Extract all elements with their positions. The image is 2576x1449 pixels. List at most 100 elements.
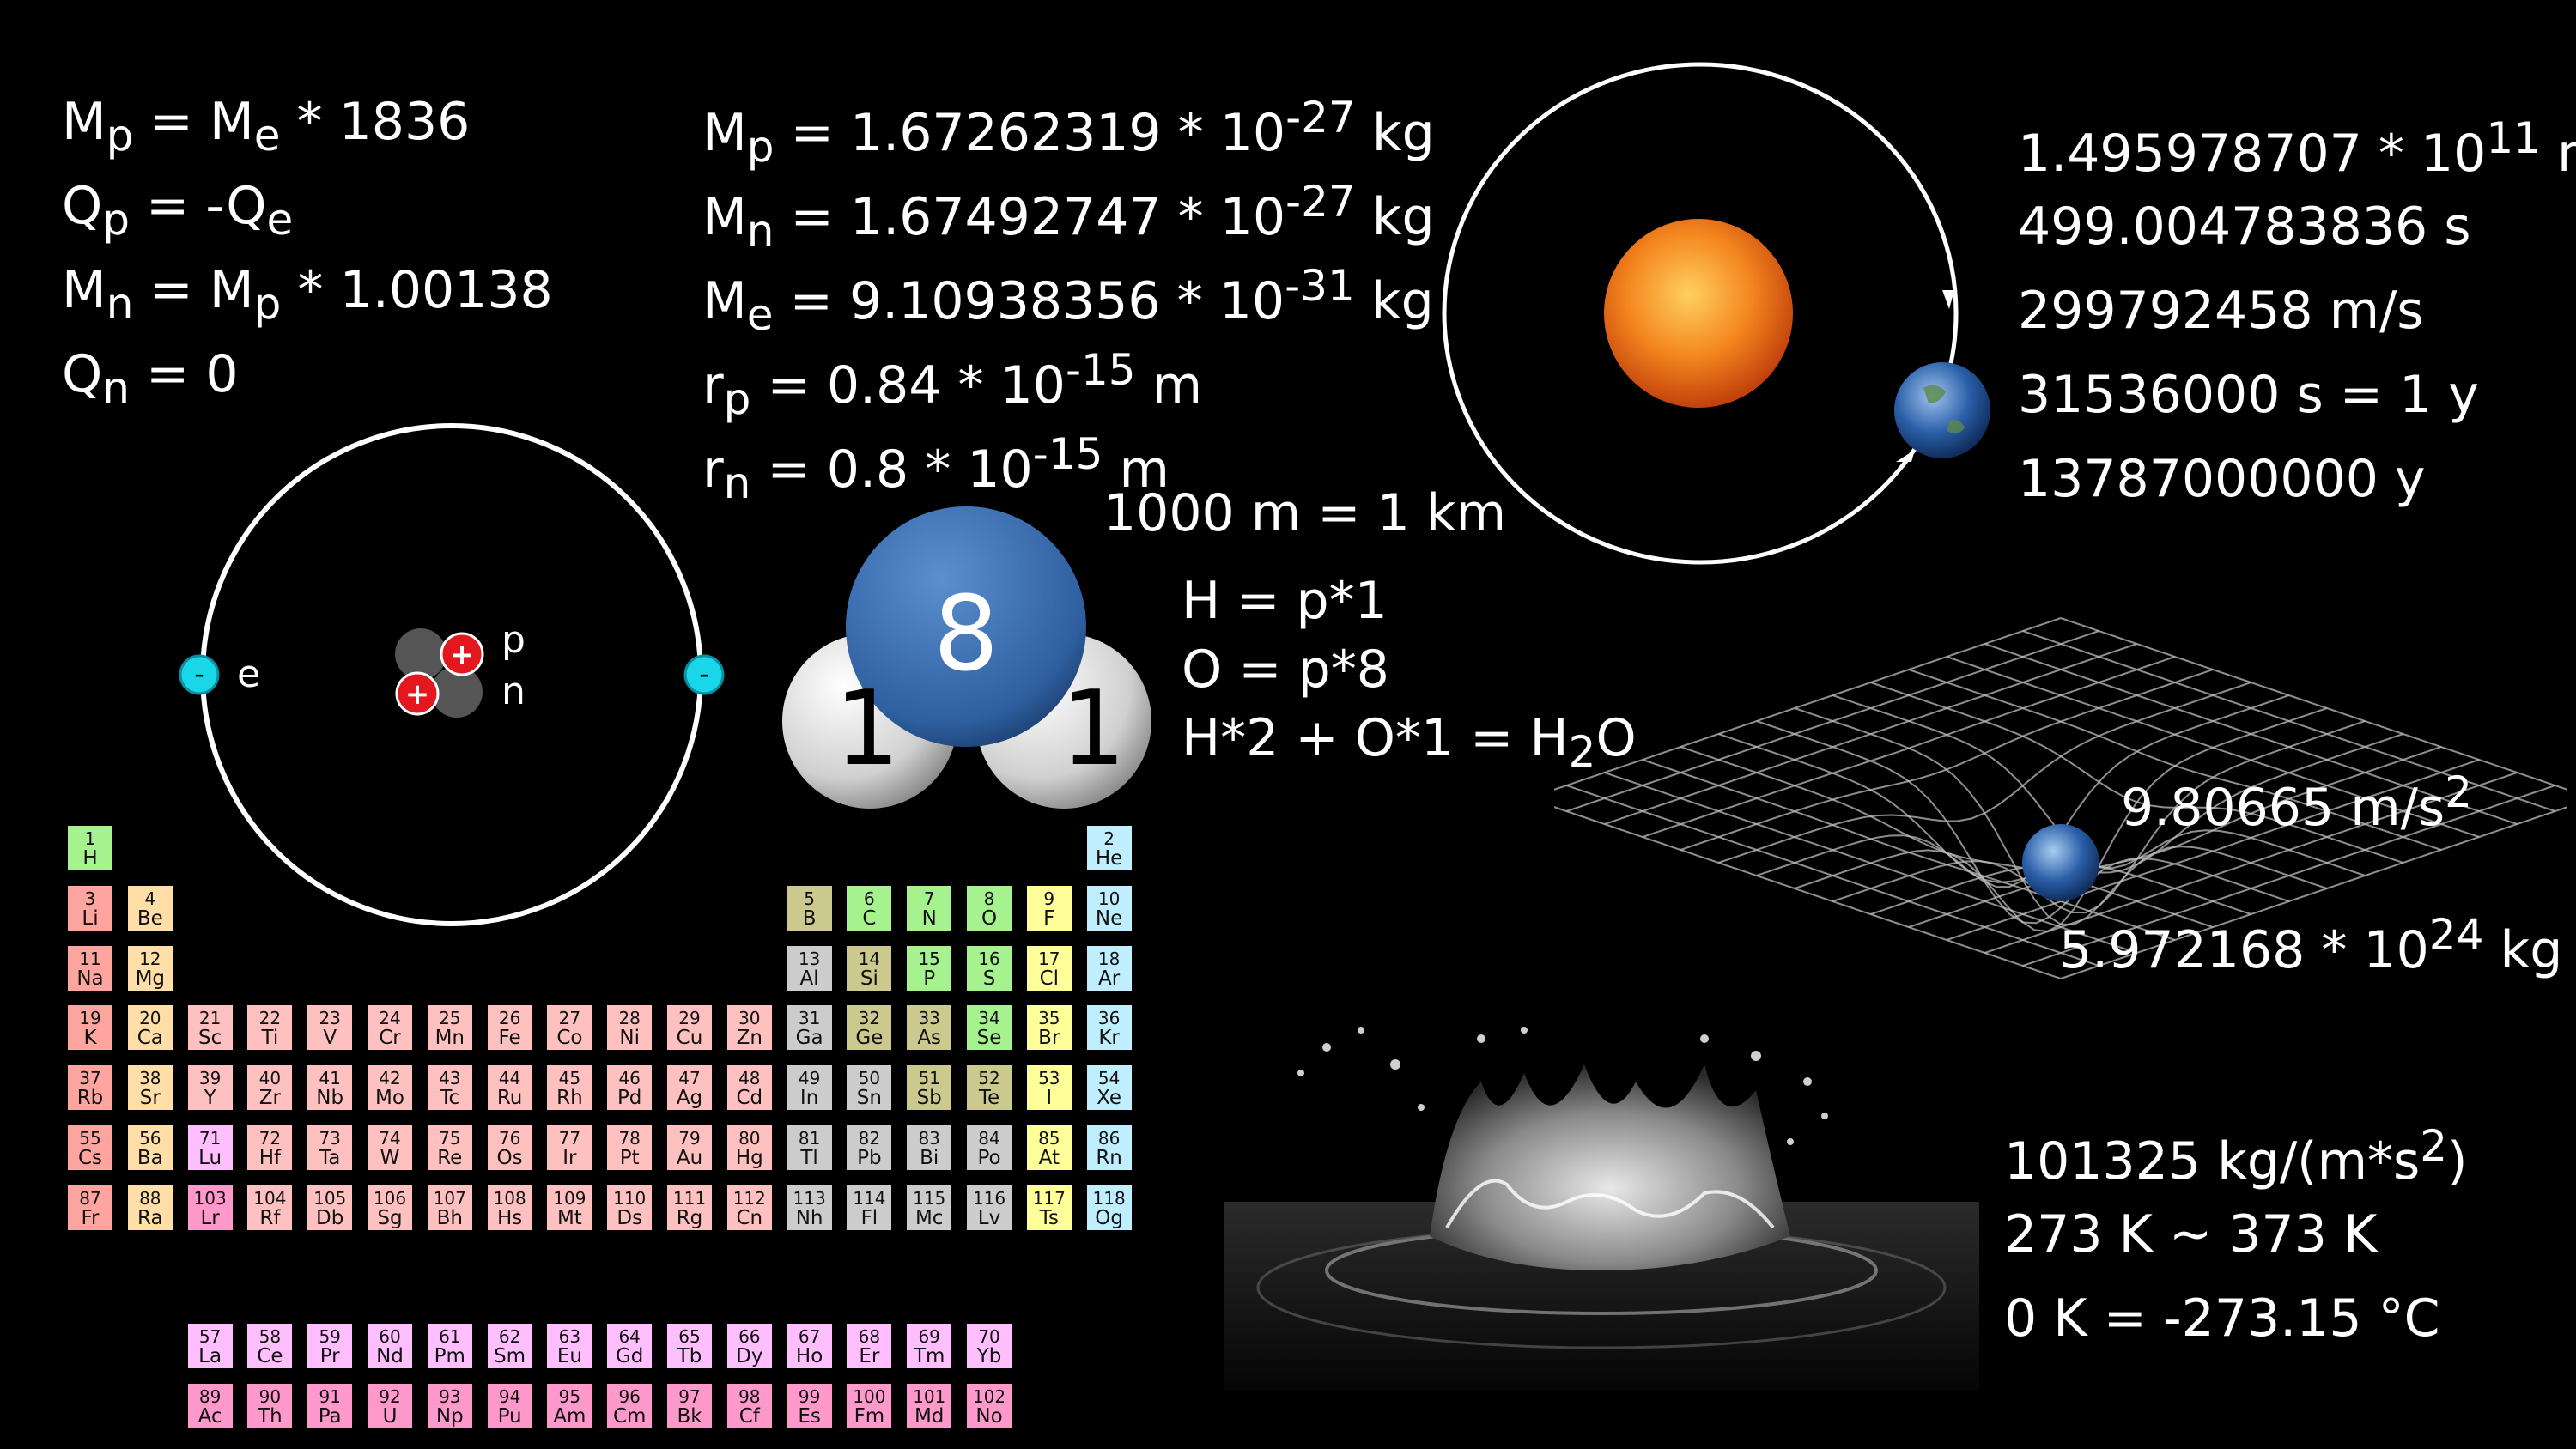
element-symbol: In [799, 1087, 819, 1110]
element-cell-pd: 46 Pd [605, 1064, 654, 1113]
atomic-number: 34 [978, 1008, 1000, 1029]
element-cell-gd: 64 Gd [605, 1322, 654, 1371]
earth-orbit [1442, 62, 1959, 565]
element-cell-te: 52 Te [965, 1064, 1013, 1113]
atomic-number: 78 [618, 1128, 641, 1149]
svg-text:+: + [405, 677, 430, 712]
element-cell-md: 101 Md [905, 1382, 954, 1431]
element-cell-ar: 18 Ar [1084, 943, 1133, 992]
atomic-number: 115 [913, 1187, 946, 1209]
element-cell-sm: 62 Sm [485, 1322, 534, 1371]
element-cell-br: 35 Br [1024, 1003, 1073, 1052]
hydrogen-label: 1 [835, 670, 900, 789]
element-cell-dy: 66 Dy [725, 1322, 774, 1371]
element-cell-ge: 32 Ge [845, 1003, 894, 1052]
atom-diagram: - - e + + p n [179, 423, 725, 926]
element-cell-pr: 59 Pr [306, 1322, 355, 1371]
element-cell-rf: 104 Rf [246, 1183, 295, 1232]
element-cell-hf: 72 Hf [246, 1124, 295, 1172]
element-symbol: Ts [1039, 1206, 1059, 1229]
element-cell-bh: 107 Bh [425, 1183, 474, 1232]
element-cell-p: 15 P [905, 943, 954, 992]
element-symbol: Es [798, 1405, 821, 1428]
neutron-label: n [501, 670, 526, 713]
element-cell-tm: 69 Tm [905, 1322, 954, 1371]
element-symbol: Eu [556, 1345, 582, 1368]
atomic-number: 64 [618, 1326, 641, 1348]
element-symbol: Pr [319, 1345, 340, 1368]
element-symbol: No [975, 1405, 1003, 1428]
atomic-number: 6 [864, 888, 875, 909]
atomic-number: 85 [1038, 1128, 1060, 1149]
element-cell-pt: 78 Pt [605, 1124, 654, 1172]
atomic-number: 109 [553, 1187, 586, 1209]
element-symbol: Ds [617, 1206, 643, 1229]
element-cell-u: 92 U [366, 1382, 414, 1431]
element-symbol: Rb [76, 1087, 104, 1110]
element-symbol: Gd [615, 1345, 644, 1368]
element-symbol: Fr [81, 1206, 100, 1229]
element-symbol: Ta [319, 1147, 341, 1169]
element-cell-cu: 29 Cu [665, 1003, 714, 1052]
km-note: 1000 m = 1 km [1103, 483, 1507, 543]
element-cell-cf: 98 Cf [725, 1382, 774, 1431]
atomic-number: 86 [1097, 1128, 1121, 1149]
element-symbol: Fe [498, 1027, 521, 1050]
proton-label: p [501, 618, 526, 662]
element-symbol: Cu [676, 1027, 703, 1050]
element-symbol: Nb [316, 1087, 344, 1110]
atomic-number: 102 [972, 1386, 1006, 1408]
element-symbol: Ni [619, 1027, 640, 1050]
element-cell-ru: 44 Ru [485, 1064, 534, 1113]
element-cell-la: 57 La [185, 1322, 234, 1371]
element-symbol: Zr [258, 1087, 281, 1110]
element-cell-s: 16 S [965, 943, 1013, 992]
element-cell-ba: 56 Ba [125, 1124, 174, 1172]
atomic-number: 22 [258, 1008, 282, 1029]
grid-line [1718, 733, 2251, 915]
element-cell-sg: 106 Sg [366, 1183, 414, 1232]
element-cell-ne: 10 Ne [1084, 883, 1133, 932]
earth [1894, 362, 1990, 458]
element-symbol: Pm [434, 1345, 465, 1368]
element-cell-pu: 94 Pu [485, 1382, 534, 1431]
element-symbol: Mn [434, 1027, 465, 1050]
element-symbol: Bh [436, 1206, 463, 1229]
atomic-number: 50 [858, 1068, 881, 1089]
atomic-number: 28 [618, 1008, 641, 1029]
temperature-range: 273 K ~ 373 K [2004, 1204, 2378, 1264]
element-cell-na: 11 Na [66, 943, 114, 992]
atomic-number: 99 [798, 1386, 821, 1408]
element-cell-os: 76 Os [485, 1124, 534, 1172]
element-symbol: La [198, 1345, 222, 1368]
element-symbol: Po [977, 1147, 1001, 1169]
element-symbol: Zn [736, 1027, 762, 1050]
atomic-number: 18 [1097, 948, 1121, 969]
atomic-number: 58 [258, 1326, 282, 1348]
element-symbol: At [1038, 1147, 1060, 1169]
element-symbol: Na [76, 967, 104, 990]
element-symbol: Ra [137, 1206, 163, 1229]
element-cell-nh: 113 Nh [785, 1183, 834, 1232]
element-cell-mc: 115 Mc [905, 1183, 954, 1232]
water-molecule: 8 1 1 [782, 506, 1151, 809]
nucleus: + + [395, 628, 484, 718]
grid-line [1642, 656, 2176, 838]
element-symbol: I [1046, 1087, 1053, 1110]
astro-line: 31536000 s = 1 y [2018, 365, 2479, 425]
grid-line [1908, 746, 2442, 928]
atomic-number: 76 [498, 1128, 521, 1149]
atomic-number: 23 [319, 1008, 341, 1029]
sun [1604, 219, 1793, 408]
element-symbol: Pd [617, 1087, 642, 1110]
element-symbol: Pt [619, 1147, 640, 1169]
relation-line: Mp = Me * 1836 [62, 92, 471, 161]
atomic-number: 11 [79, 948, 101, 969]
atomic-number: 21 [198, 1008, 222, 1029]
proton-icon: + [440, 632, 484, 676]
element-cell-ga: 31 Ga [785, 1003, 834, 1052]
element-symbol: Cl [1039, 967, 1060, 990]
element-cell-mn: 25 Mn [425, 1003, 474, 1052]
element-cell-au: 79 Au [665, 1124, 714, 1172]
